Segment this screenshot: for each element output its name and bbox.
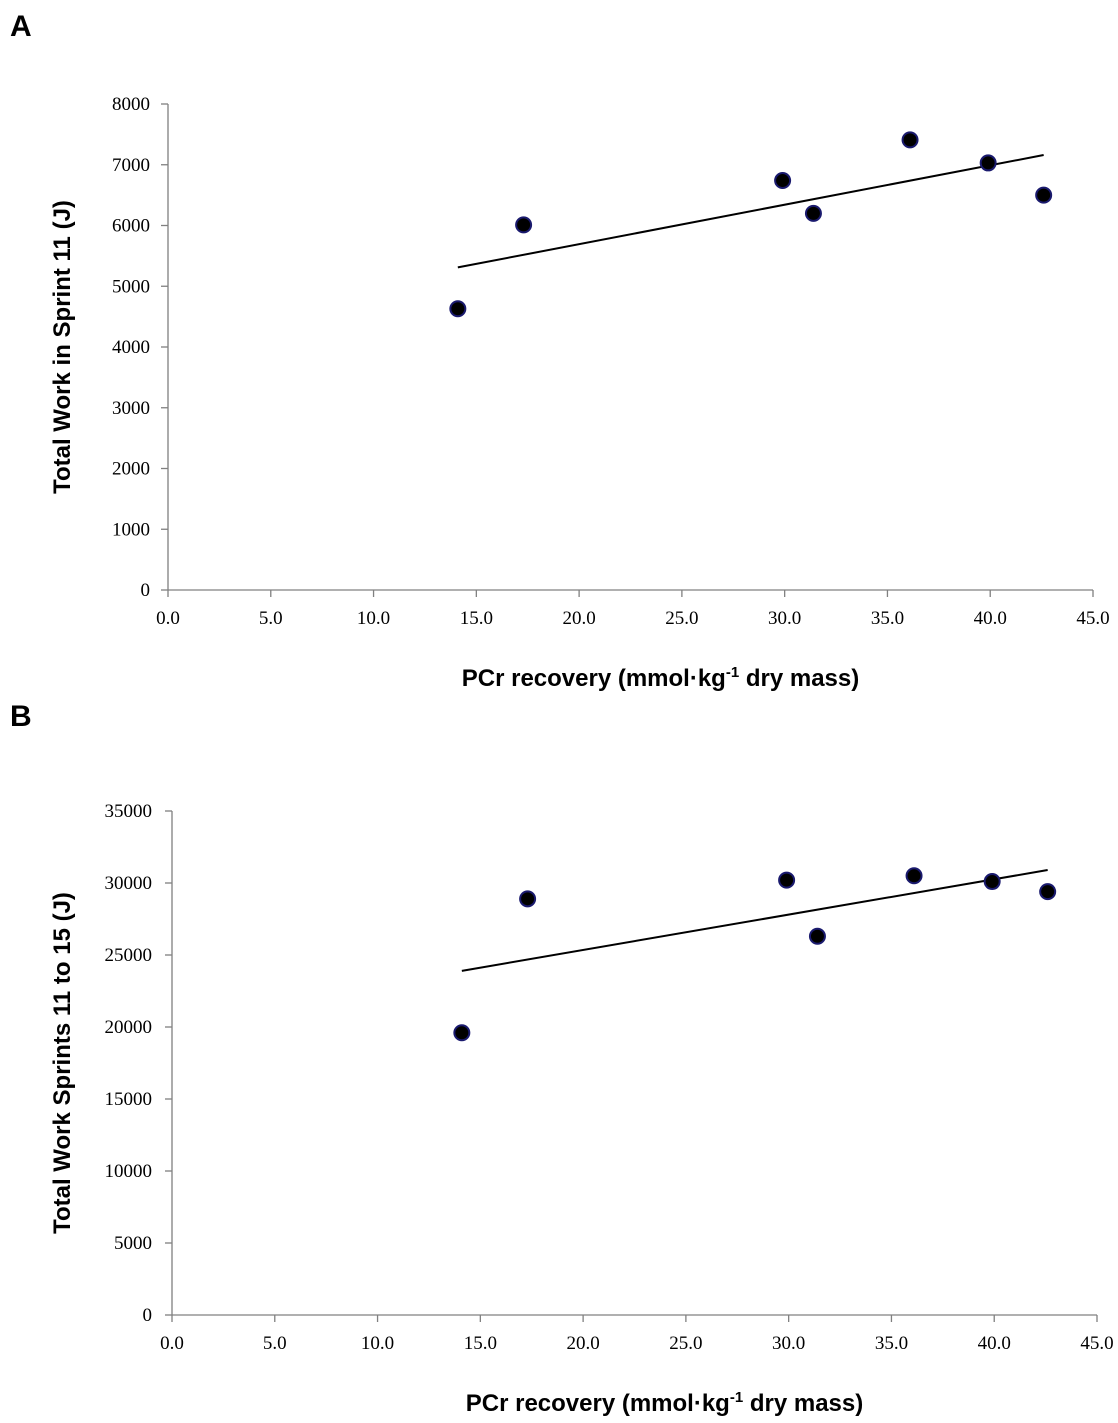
y-tick-label: 10000 bbox=[105, 1161, 153, 1182]
y-tick-label: 30000 bbox=[105, 873, 153, 894]
y-tick-label: 2000 bbox=[112, 459, 150, 480]
x-axis-title-suffix: dry mass) bbox=[743, 1390, 863, 1417]
data-point bbox=[804, 204, 822, 222]
data-point bbox=[808, 927, 826, 945]
x-tick-label: 35.0 bbox=[871, 608, 904, 629]
x-axis-title-suffix: dry mass) bbox=[739, 665, 859, 692]
x-axis-title-superscript: -1 bbox=[730, 1389, 743, 1406]
data-point bbox=[901, 131, 919, 149]
data-point bbox=[774, 172, 792, 190]
data-point bbox=[905, 867, 923, 885]
y-tick-label: 35000 bbox=[105, 801, 153, 822]
x-tick-label: 35.0 bbox=[875, 1333, 908, 1354]
x-tick-label: 45.0 bbox=[1080, 1333, 1113, 1354]
data-point bbox=[983, 873, 1001, 891]
x-tick-label: 5.0 bbox=[259, 608, 283, 629]
x-tick-label: 25.0 bbox=[669, 1333, 702, 1354]
data-point bbox=[778, 871, 796, 889]
trend-line bbox=[457, 154, 1044, 269]
y-axis-title: Total Work in Sprint 11 (J) bbox=[49, 200, 76, 494]
y-tick-label: 3000 bbox=[112, 398, 150, 419]
data-point bbox=[453, 1024, 471, 1042]
x-tick-label: 10.0 bbox=[361, 1333, 394, 1354]
y-tick-label: 20000 bbox=[105, 1017, 153, 1038]
x-tick-label: 20.0 bbox=[566, 1333, 599, 1354]
data-point bbox=[1035, 186, 1053, 204]
panel-b: B 0.0 5.0 10.0 15.0 20.0 25.0 30.0 35.0 40.0 45.0 0… bbox=[10, 700, 1114, 1417]
x-tick-label: 30.0 bbox=[768, 608, 801, 629]
x-tick-label: 40.0 bbox=[974, 608, 1007, 629]
data-point bbox=[515, 216, 533, 234]
x-tick-label: 15.0 bbox=[460, 608, 493, 629]
x-tick-label: 45.0 bbox=[1076, 608, 1109, 629]
y-tick-label: 6000 bbox=[112, 216, 150, 237]
y-tick-label: 0 bbox=[141, 580, 151, 601]
y-tick-label: 15000 bbox=[105, 1089, 153, 1110]
x-axis-title: PCr recovery (mmol·kg-1 dry mass) bbox=[466, 1389, 864, 1417]
x-tick-label: 0.0 bbox=[156, 608, 180, 629]
x-axis-title-main: PCr recovery (mmol·kg bbox=[466, 1390, 730, 1417]
data-point bbox=[1039, 883, 1057, 901]
x-tick-label: 30.0 bbox=[772, 1333, 805, 1354]
panel-letter: A bbox=[10, 10, 32, 43]
data-point bbox=[449, 300, 467, 318]
x-tick-label: 40.0 bbox=[978, 1333, 1011, 1354]
y-tick-label: 1000 bbox=[112, 519, 150, 540]
x-tick-label: 5.0 bbox=[263, 1333, 287, 1354]
data-point bbox=[979, 154, 997, 172]
data-point bbox=[519, 890, 537, 908]
x-axis-title-superscript: -1 bbox=[726, 664, 739, 681]
x-tick-label: 15.0 bbox=[464, 1333, 497, 1354]
y-tick-label: 25000 bbox=[105, 945, 153, 966]
y-axis-title: Total Work Sprints 11 to 15 (J) bbox=[49, 892, 76, 1234]
x-tick-label: 10.0 bbox=[357, 608, 390, 629]
x-tick-label: 0.0 bbox=[160, 1333, 184, 1354]
x-tick-label: 20.0 bbox=[562, 608, 595, 629]
y-tick-label: 4000 bbox=[112, 337, 150, 358]
y-tick-label: 7000 bbox=[112, 155, 150, 176]
trend-line bbox=[461, 869, 1048, 972]
y-tick-label: 0 bbox=[143, 1305, 153, 1326]
y-tick-label: 8000 bbox=[112, 94, 150, 115]
x-axis-title: PCr recovery (mmol·kg-1 dry mass) bbox=[462, 664, 860, 692]
x-tick-label: 25.0 bbox=[665, 608, 698, 629]
y-tick-label: 5000 bbox=[112, 276, 150, 297]
panel-a: A 0.0 5.0 10.0 15.0 20.0 25.0 30.0 35.0 40.0 45.0 0… bbox=[10, 10, 1110, 692]
y-tick-label: 5000 bbox=[114, 1233, 152, 1254]
panel-letter: B bbox=[10, 700, 32, 733]
x-axis-title-main: PCr recovery (mmol·kg bbox=[462, 665, 726, 692]
